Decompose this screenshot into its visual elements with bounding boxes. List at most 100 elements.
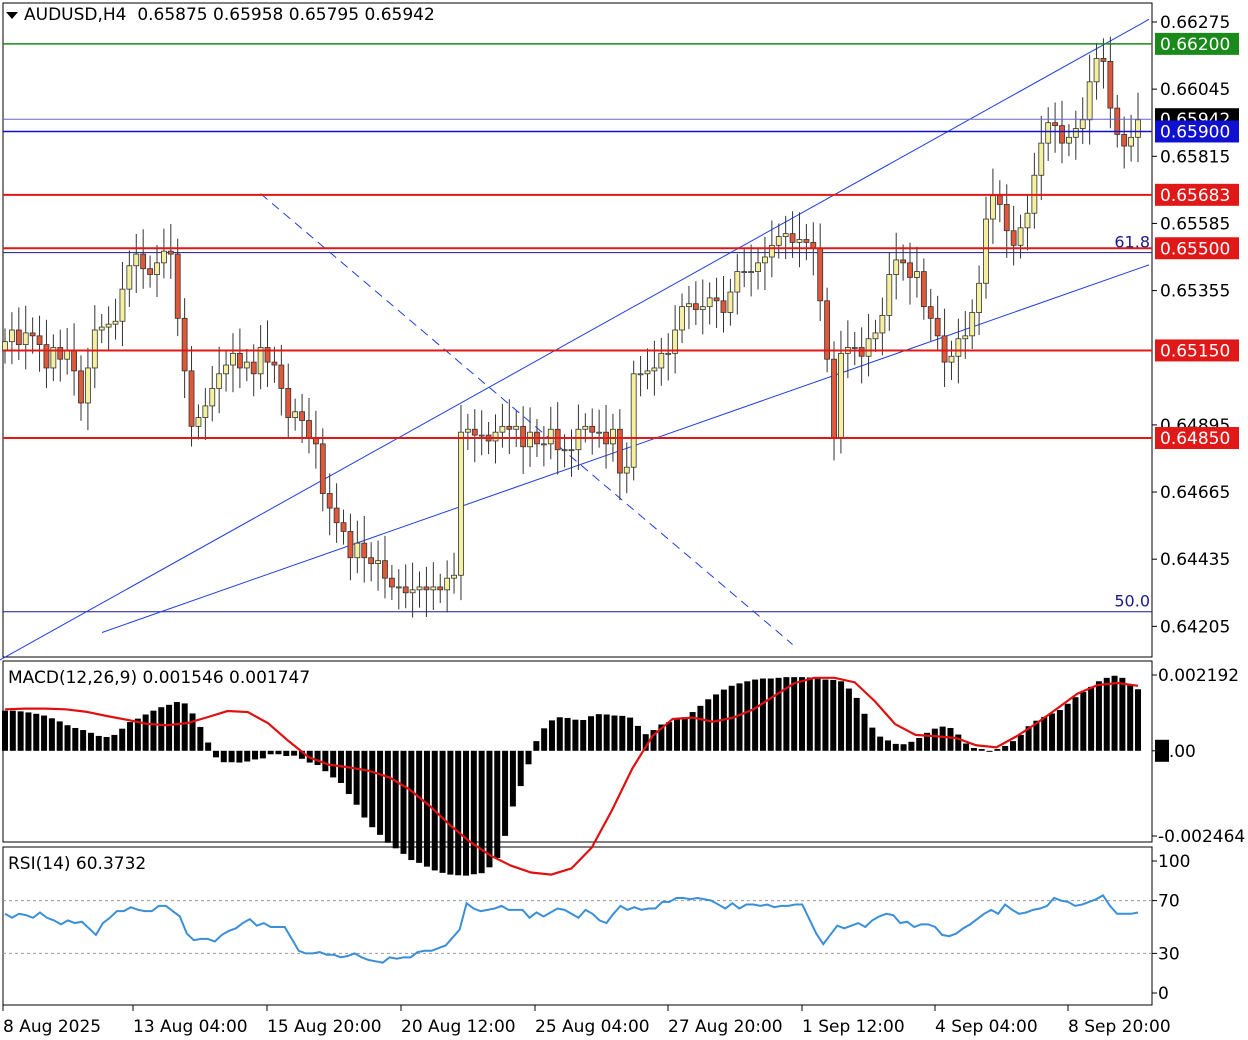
rsi-title: RSI(14) 60.3732 [8, 854, 146, 874]
macd-histogram-bar [892, 743, 899, 751]
time-tick-label: 15 Aug 20:00 [267, 1017, 382, 1037]
bull-candle [375, 560, 381, 564]
macd-histogram-bar [603, 714, 610, 751]
bear-candle [934, 317, 941, 337]
bull-candle [133, 253, 140, 267]
macd-histogram-bar [791, 677, 798, 751]
level-price-badge [1155, 183, 1239, 206]
bear-candle [271, 361, 278, 366]
bear-candle [250, 361, 257, 375]
macd-histogram-bar [1041, 716, 1048, 751]
macd-histogram-bar [877, 736, 884, 751]
bear-candle [236, 352, 243, 369]
chart-header: AUDUSD,H4 0.65875 0.65958 0.65795 0.6594… [24, 5, 435, 25]
price-tick-label: 0.64205 [1160, 617, 1230, 637]
bull-candle [50, 347, 57, 369]
bear-candle [347, 531, 354, 559]
level-price-label: 0.65900 [1160, 122, 1230, 142]
bull-candle [1066, 136, 1072, 144]
macd-histogram-bar [509, 750, 516, 807]
macd-histogram-bar [80, 730, 87, 751]
macd-histogram-bar [1033, 720, 1040, 751]
bear-candle [789, 233, 796, 243]
header-close: 0.65942 [364, 5, 435, 25]
bull-candle [112, 320, 119, 325]
bear-candle [382, 560, 388, 579]
dashed-trendline [260, 193, 793, 645]
bear-candle [423, 586, 430, 591]
macd-histogram-bar [634, 725, 641, 751]
bear-candle [520, 425, 527, 448]
macd-histogram-bar [384, 750, 391, 843]
bear-candle [285, 387, 292, 418]
macd-histogram-bar [408, 750, 415, 861]
bear-candle [824, 300, 831, 360]
macd-histogram-bar [588, 716, 595, 751]
bear-candle [36, 335, 43, 345]
macd-histogram-bar [619, 715, 626, 751]
macd-histogram-bar [525, 750, 532, 765]
bear-candle [43, 344, 50, 369]
level-price-label: 0.65150 [1160, 341, 1230, 361]
macd-tick-label: 0.00 [1158, 742, 1196, 762]
symbol-menu-triangle-icon[interactable] [6, 12, 18, 19]
bull-candle [444, 577, 451, 591]
macd-histogram-bar [517, 750, 524, 787]
level-price-badge [1155, 120, 1239, 143]
macd-histogram-bar [181, 703, 188, 751]
bear-candle [188, 370, 195, 427]
bear-candle [57, 347, 64, 360]
bull-candle [762, 256, 768, 264]
bull-candle [665, 352, 672, 355]
bear-candle [1010, 230, 1017, 246]
macd-histogram-bar [1064, 703, 1071, 751]
macd-histogram-bar [2, 710, 8, 751]
macd-histogram-bar [1017, 734, 1024, 751]
macd-histogram-bar [25, 712, 32, 751]
bull-candle [230, 352, 236, 366]
macd-histogram-bar [1095, 681, 1102, 751]
macd-histogram-bar [72, 727, 79, 751]
macd-histogram-bar [298, 750, 305, 759]
bull-candle [119, 288, 126, 322]
price-tick-label: 0.65815 [1160, 147, 1230, 167]
bear-candle [713, 297, 720, 302]
macd-histogram-bar [1002, 745, 1009, 751]
macd-histogram-bar [658, 724, 665, 751]
macd-histogram-bar [908, 741, 915, 751]
header-symbol: AUDUSD,H4 [24, 5, 127, 25]
macd-histogram-bar [283, 750, 290, 756]
bull-candle [990, 195, 996, 220]
macd-histogram-bar [9, 710, 16, 751]
macd-title: MACD(12,26,9) 0.001546 0.001747 [8, 668, 310, 688]
macd-histogram-bar [455, 750, 462, 876]
macd-histogram-bar [87, 732, 94, 751]
bull-candle [243, 361, 250, 369]
bull-candle [1024, 212, 1031, 229]
macd-histogram-bar [939, 726, 946, 751]
bear-candle [554, 428, 561, 451]
macd-histogram-bar [564, 717, 571, 751]
macd-histogram-bar [259, 750, 266, 759]
bull-candle [686, 303, 692, 308]
bull-candle [64, 350, 71, 360]
bear-candle [299, 411, 305, 421]
macd-histogram-bar [330, 750, 337, 778]
bear-candle [1114, 107, 1121, 135]
bear-candle [71, 350, 77, 372]
bull-candle [202, 405, 209, 418]
bear-candle [167, 250, 174, 255]
bull-candle [160, 250, 167, 264]
macd-histogram-bar [744, 681, 751, 751]
bear-candle [361, 542, 368, 559]
bear-candle [29, 332, 36, 337]
macd-histogram-bar [752, 679, 759, 751]
bull-candle [416, 586, 423, 591]
bull-candle [22, 332, 29, 345]
bull-candle [2, 341, 8, 351]
macd-histogram-bar [814, 678, 821, 751]
macd-histogram-bar [931, 728, 938, 751]
macd-histogram-bar [799, 677, 806, 751]
bull-candle [699, 306, 706, 310]
